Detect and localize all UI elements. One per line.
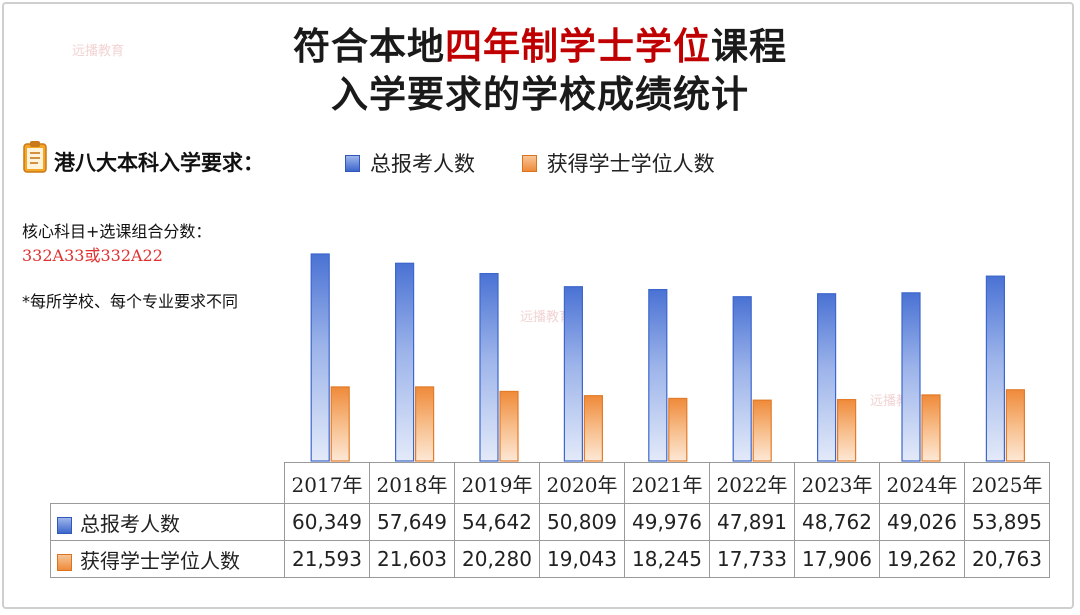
bar-total (310, 253, 330, 462)
data-table: 2017年 2018年 2019年 2020年 2021年 2022年 2023… (50, 462, 1050, 578)
bar-degree (499, 390, 519, 462)
legend-swatch-total (345, 154, 360, 172)
bar-chart (310, 253, 1026, 462)
year-header: 2025年 (964, 462, 1050, 504)
bar-degree (752, 399, 772, 462)
table-row-total: 总报考人数 60,349 57,649 54,642 50,809 49,976… (50, 503, 1050, 541)
data-label-total: 49,026 (879, 503, 965, 541)
data-label-total: 57,649 (369, 503, 455, 541)
bar-total (479, 272, 499, 462)
bar-total (985, 275, 1006, 462)
data-label-total: 50,809 (539, 503, 625, 541)
year-header: 2022年 (709, 462, 795, 504)
bar-degree (836, 398, 857, 462)
row-label-degree-text: 获得学士学位人数 (80, 548, 240, 573)
bar-total (395, 262, 415, 462)
bar-total (732, 296, 752, 462)
legend-item-degree: 获得学士学位人数 (521, 148, 715, 178)
bar-degree (921, 394, 941, 462)
data-label-total: 49,976 (624, 503, 710, 541)
page-title: 符合本地四年制学士学位课程 入学要求的学校成绩统计 (0, 22, 1080, 118)
data-label-degree: 19,043 (539, 540, 625, 578)
requirements-heading: 港八大本科入学要求： (54, 151, 264, 175)
row-label-degree: 获得学士学位人数 (50, 540, 285, 578)
row-label-total-text: 总报考人数 (80, 511, 180, 536)
year-header: 2019年 (454, 462, 540, 504)
bar-total (648, 288, 668, 462)
clipboard-icon (23, 141, 47, 173)
data-label-total: 60,349 (284, 503, 370, 541)
year-header: 2021年 (624, 462, 710, 504)
year-header: 2018年 (369, 462, 455, 504)
title-line1-b: 课程 (711, 24, 787, 68)
data-label-total: 54,642 (454, 503, 540, 541)
data-label-degree: 20,763 (964, 540, 1050, 578)
watermark: 远播教育 (72, 44, 125, 59)
data-label-degree: 17,733 (709, 540, 795, 578)
year-header: 2020年 (539, 462, 625, 504)
data-label-degree: 17,906 (794, 540, 880, 578)
title-line2: 入学要求的学校成绩统计 (331, 72, 749, 116)
core-subjects-label: 核心科目+选课组合分数： (22, 222, 212, 241)
bar-total (816, 293, 837, 462)
bar-degree (330, 386, 350, 462)
row-label-total: 总报考人数 (50, 503, 285, 541)
bar-degree (1005, 389, 1026, 462)
year-header: 2017年 (284, 462, 370, 504)
bar-degree (415, 386, 435, 462)
title-line1-highlight: 四年制学士学位 (445, 24, 711, 68)
bar-degree (583, 395, 604, 462)
data-label-total: 47,891 (709, 503, 795, 541)
data-label-degree: 21,593 (284, 540, 370, 578)
slide-frame (2, 2, 1074, 609)
row-swatch-degree (57, 553, 72, 571)
watermark: 远播教育 (520, 310, 573, 325)
data-label-degree: 18,245 (624, 540, 710, 578)
chart-legend: 总报考人数 获得学士学位人数 (345, 148, 755, 178)
bar-total (901, 292, 921, 462)
row-swatch-total (57, 516, 72, 534)
table-corner (51, 463, 285, 504)
table-row-degree: 获得学士学位人数 21,593 21,603 20,280 19,043 18,… (50, 540, 1050, 578)
data-label-total: 48,762 (794, 503, 880, 541)
legend-label-total: 总报考人数 (370, 152, 475, 176)
bar-degree (668, 397, 688, 462)
year-header: 2023年 (794, 462, 880, 504)
bar-group (310, 253, 1026, 462)
requirements-note: *每所学校、每个专业要求不同 (22, 292, 239, 311)
year-header: 2024年 (879, 462, 965, 504)
table-header-row: 2017年 2018年 2019年 2020年 2021年 2022年 2023… (51, 462, 1050, 504)
data-label-degree: 20,280 (454, 540, 540, 578)
score-requirement: 332A33或332A22 (22, 246, 163, 265)
data-label-degree: 19,262 (879, 540, 965, 578)
title-line1-a: 符合本地 (293, 24, 445, 68)
legend-swatch-degree (521, 154, 537, 172)
legend-item-total: 总报考人数 (345, 148, 475, 178)
data-label-total: 53,895 (964, 503, 1050, 541)
legend-label-degree: 获得学士学位人数 (546, 152, 715, 176)
data-label-degree: 21,603 (369, 540, 455, 578)
bar-total (563, 286, 584, 462)
